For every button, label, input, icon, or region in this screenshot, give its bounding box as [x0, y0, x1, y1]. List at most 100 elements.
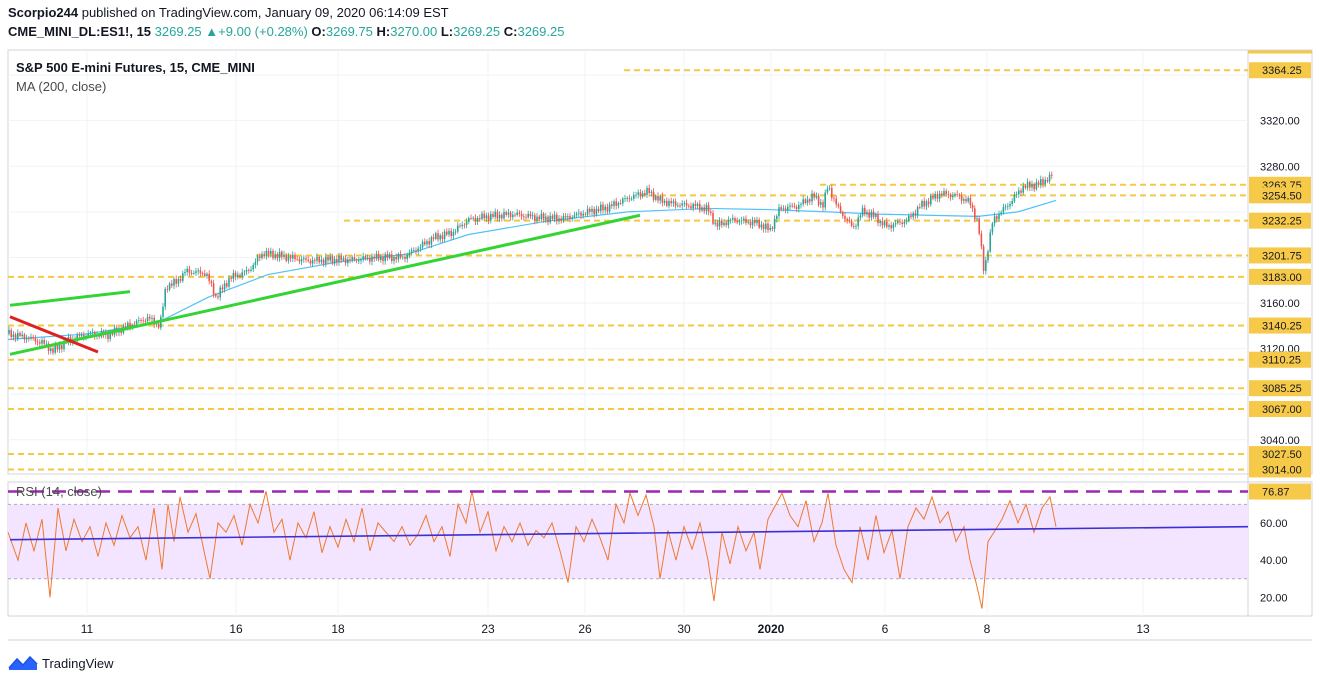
candle-body: [866, 212, 868, 215]
candle-body: [285, 254, 287, 261]
candle-body: [705, 205, 708, 212]
candle-body: [316, 256, 318, 261]
rsi-band: [8, 504, 1248, 579]
price-tick-label: 3280.00: [1260, 161, 1300, 173]
candle-body: [309, 260, 312, 264]
publish-text: published on TradingView.com, January 09…: [81, 5, 449, 20]
author-name[interactable]: Scorpio244: [8, 5, 79, 20]
candle-body: [567, 216, 569, 218]
symbol-label: CME_MINI_DL:ES1!, 15: [8, 24, 152, 39]
candle-body: [415, 250, 417, 252]
candle-body: [340, 255, 342, 261]
rsi-trend-line: [9, 525, 1249, 541]
candle-body: [809, 199, 811, 202]
time-tick-label: 6: [882, 622, 889, 636]
candle-body: [162, 306, 164, 317]
rsi-tick-label: 20.00: [1260, 592, 1288, 604]
candle-body: [644, 193, 646, 195]
candle-body: [320, 259, 323, 263]
candle-body: [474, 217, 477, 222]
candle-body: [980, 233, 983, 247]
candle-body: [413, 250, 415, 252]
candle-body: [993, 216, 996, 224]
candle-body: [329, 256, 331, 261]
candle-body: [129, 322, 131, 327]
low-label: L:: [440, 24, 454, 39]
candle-body: [208, 273, 210, 282]
candle-body: [991, 223, 994, 233]
candle-body: [886, 221, 888, 227]
candle-body: [23, 334, 26, 340]
candle-body: [498, 214, 501, 219]
candle-body: [89, 332, 92, 334]
candle-body: [958, 194, 961, 196]
candle-body: [408, 252, 411, 256]
candle-body: [721, 220, 723, 226]
candle-body: [701, 207, 703, 211]
candle-body: [21, 334, 23, 336]
candle-body: [870, 211, 873, 218]
candle-body: [14, 334, 17, 339]
candle-body: [762, 224, 765, 230]
candle-body: [595, 208, 598, 215]
candle-body: [848, 220, 851, 221]
price-level-label: 3110.25: [1262, 355, 1301, 367]
candle-body: [325, 256, 327, 264]
candle-body: [837, 204, 840, 207]
candle-body: [406, 255, 408, 259]
candle-body: [494, 211, 496, 217]
price-level-label-bg: [1249, 212, 1311, 229]
candle-body: [468, 218, 470, 222]
candle-body: [941, 193, 943, 196]
candle-body: [655, 195, 657, 200]
price-level-label: 3014.00: [1262, 464, 1302, 476]
candle-body: [289, 256, 292, 259]
candle-body: [824, 192, 826, 208]
candle-body: [903, 221, 906, 224]
candle-body: [91, 332, 94, 333]
candle-body: [179, 278, 182, 281]
candle-body: [476, 218, 479, 222]
candle-body: [798, 205, 800, 209]
candle-body: [919, 206, 921, 208]
candle-body: [80, 334, 83, 336]
candle-body: [298, 259, 301, 262]
candle-body: [696, 203, 699, 206]
candle-body: [754, 219, 756, 224]
rsi-level-label: 76.87: [1262, 487, 1290, 499]
candle-body: [195, 271, 197, 274]
candle-body: [1015, 194, 1018, 195]
candle-body: [641, 193, 644, 197]
candle-body: [395, 256, 397, 260]
candle-body: [630, 198, 633, 200]
candle-body: [41, 340, 43, 344]
candle-body: [769, 227, 771, 230]
price-level-label: 3364.25: [1262, 65, 1302, 77]
candle-body: [342, 258, 345, 261]
candle-body: [703, 207, 705, 212]
tradingview-logo[interactable]: TradingView: [8, 655, 114, 671]
candle-body: [186, 268, 188, 272]
price-level-label-bg: [1249, 317, 1311, 334]
candle-body: [787, 206, 789, 211]
candle-body: [571, 217, 573, 219]
candle-body: [437, 233, 439, 240]
candle-body: [732, 218, 734, 220]
candle-body: [483, 213, 485, 219]
price-level-label: 3067.00: [1262, 404, 1302, 416]
candle-body: [683, 203, 686, 204]
candle-body: [305, 258, 307, 260]
candle-body: [318, 256, 320, 263]
chart-canvas[interactable]: 3040.003120.003160.003280.003320.003364.…: [0, 0, 1320, 650]
candle-body: [716, 222, 719, 227]
candle-body: [758, 220, 760, 228]
candle-body: [168, 283, 171, 290]
ma-indicator-label: MA (200, close): [16, 79, 106, 94]
candle-body: [503, 211, 505, 219]
candle-body: [688, 205, 690, 207]
candle-body: [624, 198, 626, 200]
candle-body: [806, 199, 809, 204]
candle-body: [817, 195, 820, 205]
candle-body: [987, 251, 989, 261]
open-label: O:: [311, 24, 326, 39]
